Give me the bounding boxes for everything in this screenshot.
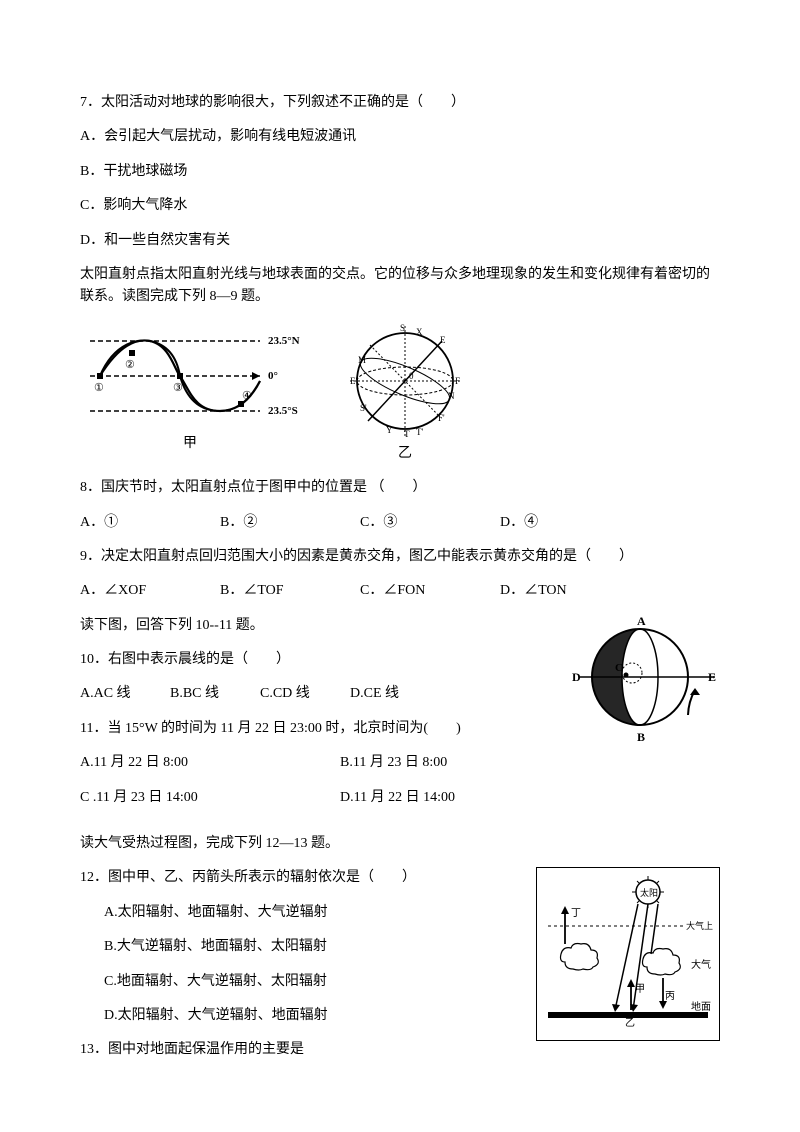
q9-opt-d: D．∠TON: [500, 580, 640, 602]
q8-stem: 8．国庆节时，太阳直射点位于图甲中的位置是 （ ）: [80, 477, 720, 499]
q12-opt-a: A.太阳辐射、地面辐射、大气逆辐射: [80, 902, 720, 924]
intro-12-13: 读大气受热过程图，完成下列 12—13 题。: [80, 833, 720, 855]
svg-text:M: M: [358, 355, 366, 365]
svg-text:F: F: [455, 376, 460, 386]
q9-options: A．∠XOF B．∠TOF C．∠FON D．∠TON: [80, 580, 720, 602]
figure-yi-label: 乙: [330, 443, 480, 465]
intro-10-11: 读下图，回答下列 10--11 题。: [80, 615, 720, 637]
svg-text:大气: 大气: [691, 958, 711, 971]
svg-text:F': F': [438, 413, 445, 423]
svg-text:E: E: [708, 670, 716, 684]
pt-1: ①: [94, 382, 104, 394]
q8-options: A．① B．② C．③ D．④: [80, 512, 720, 534]
q11-stem: 11．当 15°W 的时间为 11 月 22 日 23:00 时，北京时间为( …: [80, 718, 720, 740]
q7-opt-d: D．和一些自然灾害有关: [80, 230, 720, 252]
q7-opt-b: B．干扰地球磁场: [80, 161, 720, 183]
q11-options-2: C .11 月 23 日 14:00 D.11 月 22 日 14:00: [80, 787, 720, 809]
intro-8-9: 太阳直射点指太阳直射光线与地球表面的交点。它的位移与众多地理现象的发生和变化规律…: [80, 264, 720, 309]
q11-opt-a: A.11 月 22 日 8:00: [80, 752, 340, 774]
svg-text:D: D: [572, 670, 581, 684]
q12-stem: 12．图中甲、乙、丙箭头所表示的辐射依次是（ ）: [80, 867, 720, 889]
q12-opt-b: B.大气逆辐射、地面辐射、太阳辐射: [80, 936, 720, 958]
q7-opt-c: C．影响大气降水: [80, 195, 720, 217]
q11-opt-b: B.11 月 23 日 8:00: [340, 752, 600, 774]
figure-yi: S X E M E' 0 F N S' Y T T' F' 乙: [330, 321, 480, 465]
svg-text:E': E': [350, 376, 357, 386]
figure-row-1: 23.5°N 0° 23.5°S ① ② ③ ④ 甲 S X E M E: [80, 321, 720, 465]
q10-opt-a: A.AC 线: [80, 683, 170, 705]
svg-text:0: 0: [409, 371, 414, 381]
figure-jia-label: 甲: [80, 433, 300, 455]
svg-text:丙: 丙: [665, 991, 675, 1002]
svg-text:S: S: [400, 323, 405, 333]
q9-opt-a: A．∠XOF: [80, 580, 220, 602]
q11-opt-d: D.11 月 22 日 14:00: [340, 787, 600, 809]
svg-text:Y: Y: [386, 425, 393, 435]
q12-opt-d: D.太阳辐射、大气逆辐射、地面辐射: [80, 1005, 720, 1027]
svg-text:E: E: [440, 335, 446, 345]
q8-opt-d: D．④: [500, 512, 640, 534]
q7-stem: 7．太阳活动对地球的影响很大，下列叙述不正确的是（ ）: [80, 92, 720, 114]
q10-opt-c: C.CD 线: [260, 683, 350, 705]
q10-opt-d: D.CE 线: [350, 683, 440, 705]
q13-stem: 13．图中对地面起保温作用的主要是: [80, 1039, 720, 1061]
svg-text:X: X: [416, 327, 423, 337]
q9-stem: 9．决定太阳直射点回归范围大小的因素是黄赤交角，图乙中能表示黄赤交角的是（ ）: [80, 546, 720, 568]
figure-jia: 23.5°N 0° 23.5°S ① ② ③ ④ 甲: [80, 321, 300, 455]
pt-3: ③: [173, 382, 183, 394]
pt-4: ④: [242, 390, 252, 402]
lat-s: 23.5°S: [268, 405, 298, 417]
q11-opt-c: C .11 月 23 日 14:00: [80, 787, 340, 809]
svg-text:T: T: [404, 429, 410, 439]
svg-text:T': T': [416, 427, 423, 437]
q9-opt-c: C．∠FON: [360, 580, 500, 602]
q12-opt-c: C.地面辐射、大气逆辐射、太阳辐射: [80, 971, 720, 993]
svg-text:S': S': [360, 403, 367, 413]
q7-opt-a: A．会引起大气层扰动，影响有线电短波通讯: [80, 126, 720, 148]
q8-opt-c: C．③: [360, 512, 500, 534]
q11-options-1: A.11 月 22 日 8:00 B.11 月 23 日 8:00: [80, 752, 720, 774]
q8-opt-a: A．①: [80, 512, 220, 534]
svg-text:N: N: [448, 391, 455, 401]
q8-opt-b: B．②: [220, 512, 360, 534]
lat-0: 0°: [268, 370, 278, 382]
q10-opt-b: B.BC 线: [170, 683, 260, 705]
q9-opt-b: B．∠TOF: [220, 580, 360, 602]
q10-options: A.AC 线 B.BC 线 C.CD 线 D.CE 线: [80, 683, 560, 705]
q10-stem: 10．右图中表示晨线的是（ ）: [80, 649, 720, 671]
lat-n: 23.5°N: [268, 335, 300, 347]
pt-2: ②: [125, 359, 135, 371]
